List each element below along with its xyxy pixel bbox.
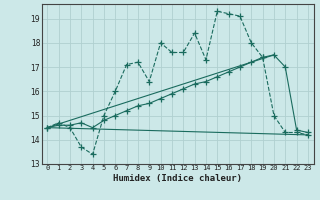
X-axis label: Humidex (Indice chaleur): Humidex (Indice chaleur) (113, 174, 242, 183)
